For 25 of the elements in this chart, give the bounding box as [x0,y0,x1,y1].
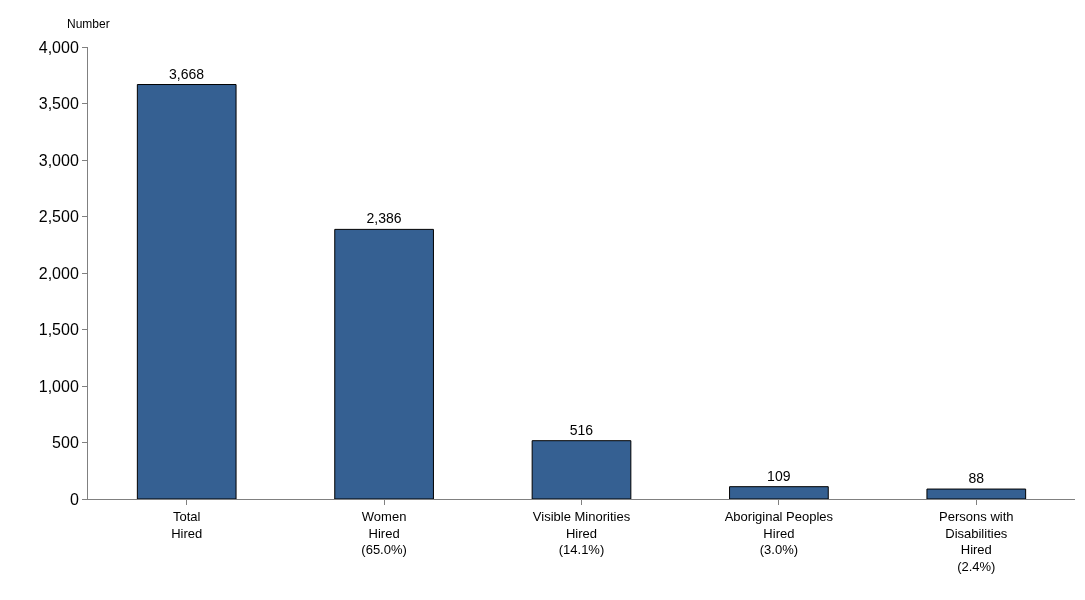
y-tick-label: 1,000 [38,377,79,395]
y-tick-label: 4,000 [38,38,79,56]
data-label: 3,668 [169,65,205,82]
x-tick-label: Total Hired [171,508,203,541]
bar [136,84,237,499]
x-tick-label: Aboriginal Peoples Hired (3.0%) [724,508,834,558]
x-tick-label: Persons with Disabilities Hired (2.4%) [939,508,1014,575]
y-axis-title: Number [67,17,110,31]
x-tick-label: Women Hired (65.0%) [361,508,407,558]
data-label: 2,386 [366,210,402,227]
y-tick-label: 3,000 [38,151,79,169]
bar [926,488,1027,499]
y-tick-label: 2,000 [38,264,79,282]
bar [334,228,434,499]
data-label: 109 [767,467,791,484]
y-tick-label: 3,500 [38,95,79,113]
data-label: 88 [968,470,985,487]
bar [729,486,829,499]
y-tick-label: 1,500 [38,321,79,339]
y-tick-label: 500 [52,434,79,452]
data-label: 516 [569,421,594,438]
y-tick-label: 2,500 [38,208,79,226]
x-tick-label: Visible Minorities Hired (14.1%) [532,508,631,558]
y-tick-label: 0 [69,490,79,508]
bar [531,440,632,499]
